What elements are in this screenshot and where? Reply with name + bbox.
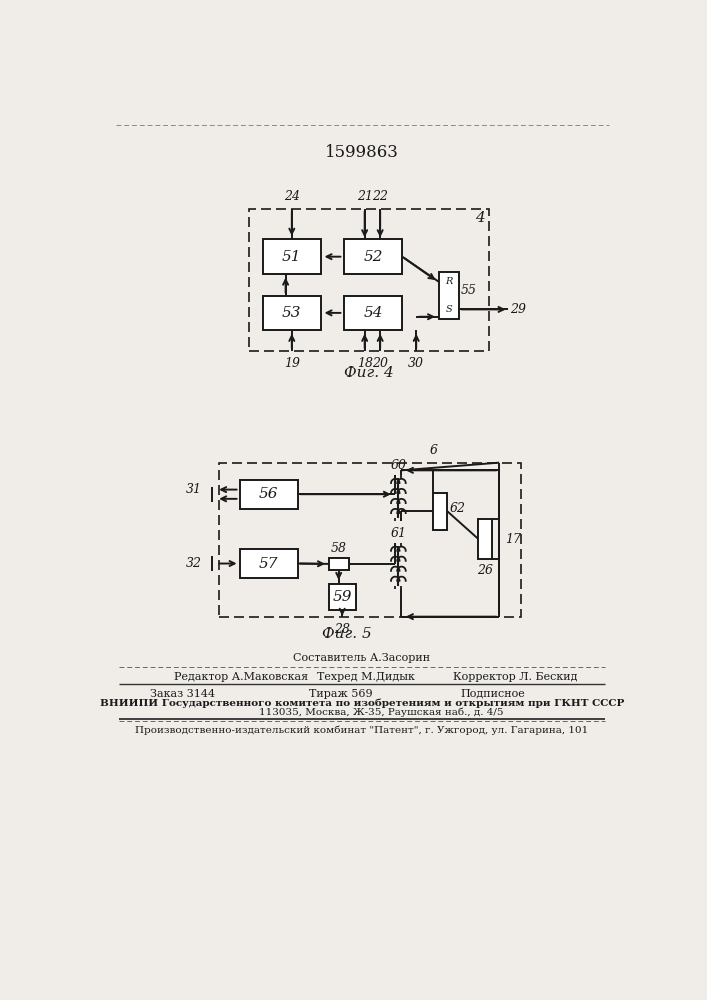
Bar bbox=[329, 584, 356, 610]
Text: ВНИИПИ Государственного комитета по изобретениям и открытиям при ГКНТ СССР: ВНИИПИ Государственного комитета по изоб… bbox=[100, 699, 624, 708]
Text: Редактор А.Маковская: Редактор А.Маковская bbox=[174, 672, 308, 682]
Text: 18: 18 bbox=[356, 357, 373, 370]
Text: 113035, Москва, Ж-35, Раушская наб., д. 4/5: 113035, Москва, Ж-35, Раушская наб., д. … bbox=[220, 707, 503, 717]
Text: R: R bbox=[445, 277, 452, 286]
Text: Корректор Л. Бескид: Корректор Л. Бескид bbox=[452, 672, 577, 682]
Text: 51: 51 bbox=[282, 250, 302, 264]
Text: 32: 32 bbox=[185, 557, 201, 570]
Text: 62: 62 bbox=[450, 502, 465, 515]
Text: S: S bbox=[445, 305, 452, 314]
Text: Фиг. 5: Фиг. 5 bbox=[322, 627, 371, 641]
Text: 22: 22 bbox=[372, 190, 388, 203]
Text: 19: 19 bbox=[284, 357, 300, 370]
Bar bbox=[344, 239, 402, 274]
Text: 54: 54 bbox=[363, 306, 383, 320]
Text: Техред М.Дидык: Техред М.Дидык bbox=[317, 672, 415, 682]
Text: 20: 20 bbox=[372, 357, 388, 370]
Text: 31: 31 bbox=[185, 483, 201, 496]
Bar bbox=[218, 463, 521, 617]
Text: 53: 53 bbox=[282, 306, 302, 320]
Text: 55: 55 bbox=[461, 284, 477, 297]
Bar bbox=[433, 493, 448, 530]
Bar bbox=[249, 209, 489, 351]
Bar bbox=[329, 558, 349, 570]
Text: 28: 28 bbox=[334, 623, 350, 636]
Text: 57: 57 bbox=[259, 557, 279, 571]
Bar bbox=[263, 239, 321, 274]
Text: 6: 6 bbox=[429, 444, 437, 457]
Text: 30: 30 bbox=[408, 357, 424, 370]
Text: Фиг. 4: Фиг. 4 bbox=[344, 366, 394, 380]
Bar bbox=[478, 519, 492, 559]
Text: 26: 26 bbox=[477, 564, 493, 577]
Text: Заказ 3144: Заказ 3144 bbox=[151, 689, 216, 699]
Text: Производственно-издательский комбинат "Патент", г. Ужгород, ул. Гагарина, 101: Производственно-издательский комбинат "П… bbox=[135, 725, 588, 735]
Text: 56: 56 bbox=[259, 487, 279, 501]
Text: 1599863: 1599863 bbox=[325, 144, 399, 161]
Text: 17: 17 bbox=[506, 533, 521, 546]
Bar bbox=[344, 296, 402, 330]
Text: 29: 29 bbox=[510, 303, 526, 316]
Text: Тираж 569: Тираж 569 bbox=[309, 689, 373, 699]
Bar bbox=[263, 296, 321, 330]
Text: 24: 24 bbox=[284, 190, 300, 203]
Text: Составитель А.Засорин: Составитель А.Засорин bbox=[293, 653, 431, 663]
Text: 58: 58 bbox=[331, 542, 346, 555]
Text: 59: 59 bbox=[332, 590, 352, 604]
Text: 4: 4 bbox=[475, 211, 484, 225]
Bar bbox=[438, 272, 459, 319]
Text: 52: 52 bbox=[363, 250, 383, 264]
Bar bbox=[240, 480, 298, 509]
Bar bbox=[240, 549, 298, 578]
Text: 60: 60 bbox=[390, 459, 407, 472]
Text: 21: 21 bbox=[356, 190, 373, 203]
Text: Подписное: Подписное bbox=[460, 689, 525, 699]
Text: 61: 61 bbox=[390, 527, 407, 540]
